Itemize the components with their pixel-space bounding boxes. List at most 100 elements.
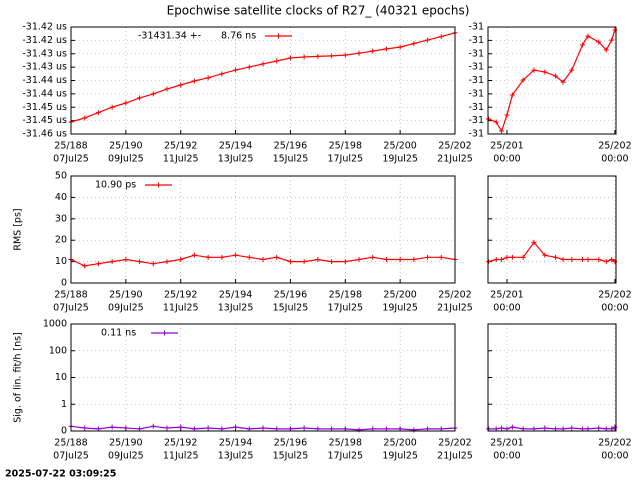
x-tick-sublabel: 00:00 bbox=[493, 451, 520, 462]
series-line bbox=[70, 32, 456, 123]
point-marker bbox=[520, 77, 526, 83]
series-line bbox=[488, 241, 616, 263]
point-marker bbox=[596, 425, 602, 431]
point-marker bbox=[553, 73, 559, 79]
y-tick-label: 20 bbox=[55, 235, 67, 246]
y-axis-label: RMS [ps] bbox=[13, 208, 24, 250]
y-tick-label: -31 bbox=[468, 102, 484, 113]
plot-frame bbox=[487, 26, 617, 135]
x-tick-sublabel: 09Jul25 bbox=[108, 303, 144, 314]
x-tick-sublabel: 19Jul25 bbox=[382, 303, 418, 314]
point-marker bbox=[219, 254, 225, 260]
point-marker bbox=[109, 104, 115, 110]
x-tick-sublabel: 17Jul25 bbox=[327, 154, 363, 165]
plot-frame bbox=[487, 323, 617, 432]
legend-label: 0.11 ns bbox=[101, 328, 136, 339]
point-marker bbox=[603, 259, 609, 265]
x-tick-label: 25/196 bbox=[274, 290, 307, 301]
point-marker bbox=[82, 115, 88, 121]
point-marker bbox=[569, 425, 575, 431]
point-marker bbox=[329, 53, 335, 59]
point-marker bbox=[580, 42, 586, 48]
x-tick-label: 25/200 bbox=[383, 141, 416, 152]
point-marker bbox=[150, 261, 156, 267]
point-marker bbox=[596, 256, 602, 262]
x-tick-label: 25/192 bbox=[164, 438, 197, 449]
x-tick-sublabel: 00:00 bbox=[601, 451, 628, 462]
point-marker bbox=[342, 52, 348, 58]
x-tick-sublabel: 15Jul25 bbox=[273, 154, 309, 165]
x-tick-sublabel: 13Jul25 bbox=[218, 451, 254, 462]
point-marker bbox=[397, 44, 403, 50]
x-tick-sublabel: 21Jul25 bbox=[437, 303, 473, 314]
x-tick-label: 25/188 bbox=[54, 438, 87, 449]
x-tick-sublabel: 19Jul25 bbox=[382, 154, 418, 165]
x-tick-label: 25/196 bbox=[274, 438, 307, 449]
x-tick-label: 25/201 bbox=[490, 141, 523, 152]
point-marker bbox=[246, 254, 252, 260]
x-tick-label: 25/188 bbox=[54, 290, 87, 301]
point-marker bbox=[301, 259, 307, 265]
point-marker bbox=[178, 82, 184, 88]
y-tick-label: 10 bbox=[55, 372, 67, 383]
x-tick-label: 25/202 bbox=[438, 290, 471, 301]
legend-label: 10.90 ps bbox=[95, 180, 136, 191]
x-tick-sublabel: 15Jul25 bbox=[273, 303, 309, 314]
point-marker bbox=[191, 78, 197, 84]
point-marker bbox=[233, 424, 239, 430]
y-tick-label: 1 bbox=[61, 399, 67, 410]
y-tick-label: 30 bbox=[55, 213, 67, 224]
x-tick-label: 25/202 bbox=[598, 290, 631, 301]
chart-title: Epochwise satellite clocks of R27_ (4032… bbox=[167, 4, 470, 18]
point-marker bbox=[356, 50, 362, 56]
y-tick-label: -31 bbox=[468, 22, 484, 33]
point-marker bbox=[603, 47, 609, 53]
point-marker bbox=[150, 423, 156, 429]
y-tick-label: -31.42 us bbox=[22, 22, 67, 33]
y-tick-label: -31 bbox=[468, 62, 484, 73]
point-marker bbox=[609, 37, 615, 43]
x-tick-sublabel: 00:00 bbox=[601, 303, 628, 314]
point-marker bbox=[411, 427, 417, 433]
point-marker bbox=[542, 252, 548, 258]
legend-label: 8.76 ns bbox=[221, 31, 256, 42]
point-marker bbox=[123, 256, 129, 262]
x-tick-sublabel: 00:00 bbox=[601, 154, 628, 165]
point-marker bbox=[123, 100, 129, 106]
point-marker bbox=[274, 58, 280, 64]
point-marker bbox=[205, 75, 211, 81]
y-tick-label: -31.46 us bbox=[22, 129, 67, 140]
y-tick-label: 40 bbox=[55, 192, 67, 203]
point-marker bbox=[383, 256, 389, 262]
point-marker bbox=[82, 263, 88, 269]
plot-frame bbox=[70, 323, 456, 432]
point-marker bbox=[287, 55, 293, 61]
point-marker bbox=[260, 61, 266, 67]
x-tick-sublabel: 17Jul25 bbox=[327, 303, 363, 314]
x-tick-sublabel: 00:00 bbox=[493, 303, 520, 314]
point-marker bbox=[493, 119, 499, 125]
point-marker bbox=[499, 425, 505, 431]
point-marker bbox=[301, 425, 307, 431]
x-tick-sublabel: 07Jul25 bbox=[53, 303, 89, 314]
point-marker bbox=[425, 37, 431, 43]
x-tick-sublabel: 15Jul25 bbox=[273, 451, 309, 462]
point-marker bbox=[178, 424, 184, 430]
x-tick-sublabel: 00:00 bbox=[493, 154, 520, 165]
x-tick-label: 25/198 bbox=[329, 438, 362, 449]
point-marker bbox=[329, 259, 335, 265]
point-marker bbox=[542, 425, 548, 431]
point-marker bbox=[612, 259, 618, 265]
y-tick-label: 100 bbox=[49, 345, 67, 356]
y-tick-label: 50 bbox=[55, 171, 67, 182]
point-marker bbox=[411, 41, 417, 47]
x-tick-sublabel: 09Jul25 bbox=[108, 154, 144, 165]
point-marker bbox=[542, 69, 548, 75]
x-tick-label: 25/201 bbox=[490, 290, 523, 301]
point-marker bbox=[612, 424, 618, 430]
y-tick-label: -31.43 us bbox=[22, 48, 67, 59]
y-axis-label: Sig. of lin. fit/h [ns] bbox=[13, 332, 24, 423]
x-tick-sublabel: 21Jul25 bbox=[437, 154, 473, 165]
point-marker bbox=[95, 110, 101, 116]
